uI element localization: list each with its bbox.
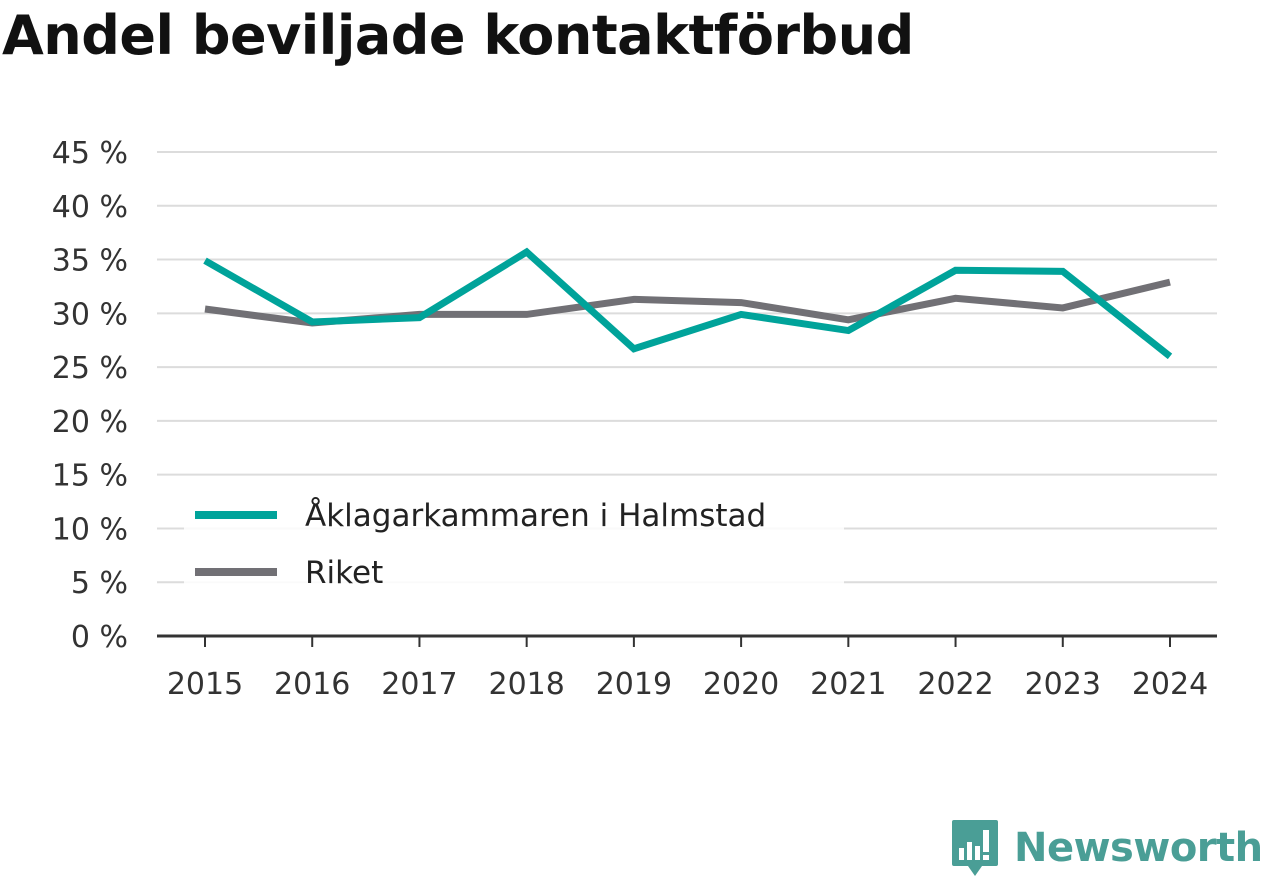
y-tick-label: 20 % xyxy=(52,405,128,440)
x-tick-label: 2022 xyxy=(917,667,993,702)
brand-name: Newsworthy xyxy=(1014,825,1262,871)
x-tick-label: 2018 xyxy=(488,667,564,702)
bar-chart-speech-bubble-icon xyxy=(952,820,998,876)
y-tick-label: 45 % xyxy=(52,136,128,171)
chart-title: Andel beviljade kontaktförbud xyxy=(2,4,914,67)
series-line xyxy=(204,278,1171,327)
legend-background xyxy=(184,490,844,590)
y-tick-label: 35 % xyxy=(52,244,128,279)
series-lines xyxy=(203,247,1173,360)
x-tick-label: 2023 xyxy=(1025,667,1101,702)
y-tick-label: 5 % xyxy=(71,566,128,601)
newsworthy-logo: Newsworthy xyxy=(950,818,1262,878)
legend-label: Riket xyxy=(305,555,383,591)
x-tick-label: 2019 xyxy=(596,667,672,702)
x-tick-label: 2020 xyxy=(703,667,779,702)
y-tick-label: 40 % xyxy=(52,190,128,225)
y-tick-label: 30 % xyxy=(52,297,128,332)
y-tick-label: 10 % xyxy=(52,512,128,547)
x-tick-label: 2016 xyxy=(274,667,350,702)
y-tick-label: 15 % xyxy=(52,459,128,494)
y-tick-label: 0 % xyxy=(71,620,128,655)
y-tick-label: 25 % xyxy=(52,351,128,386)
series-line xyxy=(203,247,1173,360)
x-axis: 2015 2016 2017 2018 2019 2020 2021 2022 2023 2024 xyxy=(157,634,1217,702)
y-axis: 0 % 5 % 10 % 15 % 20 % 25 % 30 % 35 % 40 % 45 % xyxy=(52,136,128,655)
x-tick-label: 2017 xyxy=(381,667,457,702)
x-tick-label: 2021 xyxy=(810,667,886,702)
x-tick-label: 2024 xyxy=(1132,667,1208,702)
x-tick-label: 2015 xyxy=(167,667,243,702)
legend: Åklagarkammaren i Halmstad Riket xyxy=(184,490,844,591)
legend-label: Åklagarkammaren i Halmstad xyxy=(305,498,766,534)
